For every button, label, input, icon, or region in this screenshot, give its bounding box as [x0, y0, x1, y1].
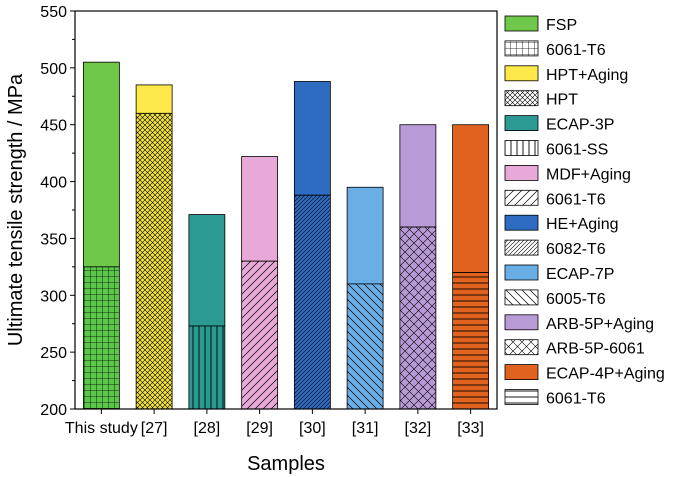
legend-swatch-outline [504, 90, 539, 107]
legend-label: ARB-5P+Aging [546, 316, 654, 333]
legend-label: ECAP-4P+Aging [546, 366, 665, 383]
x-tick-label: [29] [246, 420, 273, 437]
legend-swatch [505, 16, 538, 31]
y-tick-label: 550 [40, 4, 67, 21]
legend-label: 6061-T6 [546, 191, 606, 208]
y-tick-label: 400 [40, 175, 67, 192]
legend-label: 6061-T6 [546, 391, 606, 408]
x-tick-label: [31] [352, 420, 379, 437]
legend-swatch-outline [504, 339, 539, 356]
bar-bottom-pattern [347, 283, 384, 409]
legend-swatch-outline [504, 115, 539, 131]
y-tick-label: 300 [40, 288, 67, 305]
bar-bottom-pattern [188, 325, 225, 409]
legend-swatch-outline [504, 15, 539, 32]
plot-area: This study [27] [28] [29] [30] [31] [32] [33] 20… [5, 4, 498, 475]
legend: FSP 6061-T6 HPT+Aging HPT ECAP-3P 6061-SS MDF+… [504, 15, 665, 408]
legend-swatch-outline [504, 239, 539, 256]
legend-swatch-pattern [505, 240, 538, 256]
x-tick-label: [27] [141, 420, 168, 437]
legend-swatch-outline [504, 364, 539, 381]
legend-swatch-outline [504, 65, 539, 82]
legend-label: FSP [546, 17, 577, 34]
legend-swatch-outline [504, 164, 539, 181]
legend-swatch [505, 215, 538, 231]
legend-swatch-outline [504, 264, 539, 281]
bar-top-segment [399, 124, 437, 228]
legend-label: MDF+Aging [546, 166, 631, 183]
legend-swatch-outline [504, 214, 539, 231]
y-tick-label: 450 [40, 118, 67, 135]
legend-swatch-pattern [505, 289, 538, 305]
x-tick-label: [32] [405, 420, 432, 437]
bar-top-segment [135, 84, 173, 114]
legend-swatch-pattern [505, 90, 538, 106]
x-tick-label: [33] [457, 420, 484, 437]
bar-bottom-pattern [452, 272, 489, 409]
x-axis-title: Samples [247, 453, 325, 475]
legend-swatch [505, 65, 538, 81]
y-tick-label: 250 [40, 345, 67, 362]
bar-top-segment [293, 81, 331, 196]
x-tick-label: This study [65, 420, 138, 437]
x-tick-label: [30] [299, 420, 326, 437]
legend-label: HPT [546, 92, 578, 109]
legend-label: 6005-T6 [546, 291, 606, 308]
legend-swatch-pattern [505, 339, 538, 355]
legend-label: 6061-SS [546, 142, 608, 159]
bar-bottom-pattern [136, 113, 173, 409]
legend-label: HPT+Aging [546, 67, 628, 84]
legend-swatch-outline [504, 289, 539, 306]
bar-top-segment [82, 61, 120, 268]
bar-top-segment [452, 124, 490, 273]
legend-swatch [505, 364, 538, 380]
legend-label: 6061-T6 [546, 42, 606, 59]
y-tick-label: 350 [40, 231, 67, 248]
bar-top-segment [241, 156, 279, 262]
legend-swatch [505, 115, 538, 131]
legend-swatch [505, 314, 538, 330]
y-axis-title: Ultimate tensile strength / MPa [5, 73, 27, 346]
bar-bottom-pattern [399, 227, 436, 409]
legend-label: 6082-T6 [546, 241, 606, 258]
legend-swatch-outline [504, 40, 539, 57]
legend-swatch-pattern [505, 140, 538, 156]
legend-swatch-outline [504, 314, 539, 331]
legend-swatch [505, 265, 538, 280]
bar-top-segment [188, 214, 226, 327]
legend-label: ECAP-7P [546, 266, 614, 283]
legend-label: ARB-5P-6061 [546, 341, 645, 358]
legend-swatch-pattern [505, 190, 538, 206]
bar-bottom-pattern [294, 195, 331, 409]
legend-swatch-outline [504, 140, 539, 156]
bar-top-segment [346, 186, 384, 285]
legend-label: HE+Aging [546, 216, 619, 233]
bar-bottom-pattern [241, 261, 278, 409]
legend-label: ECAP-3P [546, 117, 614, 134]
legend-swatch [505, 165, 538, 181]
legend-swatch-outline [504, 389, 539, 405]
y-tick-label: 500 [40, 61, 67, 78]
x-tick-label: [28] [194, 420, 221, 437]
bar-bottom-pattern [83, 266, 120, 409]
legend-swatch-outline [504, 189, 539, 206]
legend-swatch-pattern [505, 40, 538, 56]
legend-swatch-pattern [505, 389, 538, 405]
y-tick-label: 200 [40, 402, 67, 419]
